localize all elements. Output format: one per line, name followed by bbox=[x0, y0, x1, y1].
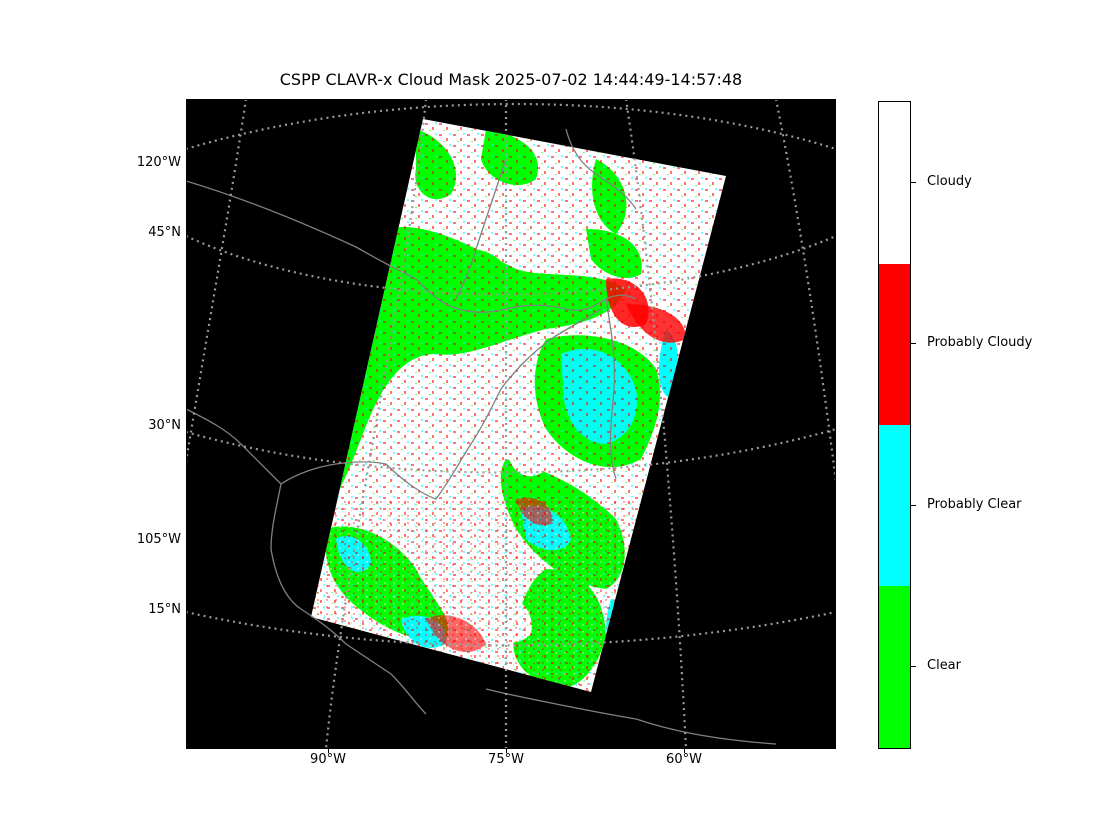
colorbar-tick-probably-cloudy bbox=[910, 343, 916, 344]
colorbar-label-probably-cloudy: Probably Cloudy bbox=[927, 335, 1033, 350]
colorbar-tick-probably-clear bbox=[910, 505, 916, 506]
chart-title: CSPP CLAVR-x Cloud Mask 2025-07-02 14:44… bbox=[279, 70, 743, 89]
lat-label-30n: 30°N bbox=[148, 418, 181, 433]
lon-tick-60w bbox=[684, 748, 685, 753]
colorbar-label-clear: Clear bbox=[927, 658, 961, 673]
lon-tick-75w bbox=[506, 748, 507, 753]
lon-label-75w: 75°W bbox=[488, 752, 524, 767]
lon-label-105w: 105°W bbox=[136, 532, 181, 547]
colorbar bbox=[878, 101, 911, 749]
map-panel[interactable] bbox=[186, 99, 836, 749]
colorbar-segment-clear bbox=[879, 586, 910, 748]
lat-label-15n: 15°N bbox=[148, 602, 181, 617]
colorbar-segment-probably-clear bbox=[879, 425, 910, 586]
cloud-mask-map bbox=[186, 99, 836, 749]
colorbar-segment-cloudy bbox=[879, 102, 910, 264]
colorbar-tick-clear bbox=[910, 666, 916, 667]
colorbar-label-probably-clear: Probably Clear bbox=[927, 497, 1022, 512]
satellite-swath bbox=[311, 119, 726, 692]
lon-label-60w: 60°W bbox=[666, 752, 702, 767]
lon-label-90w: 90°W bbox=[310, 752, 346, 767]
colorbar-segment-probably-cloudy bbox=[879, 264, 910, 425]
lat-label-45n: 45°N bbox=[148, 225, 181, 240]
lon-tick-90w bbox=[328, 748, 329, 753]
lon-label-120w: 120°W bbox=[136, 155, 181, 170]
colorbar-label-cloudy: Cloudy bbox=[927, 174, 972, 189]
colorbar-tick-cloudy bbox=[910, 182, 916, 183]
graticule bbox=[186, 99, 836, 749]
